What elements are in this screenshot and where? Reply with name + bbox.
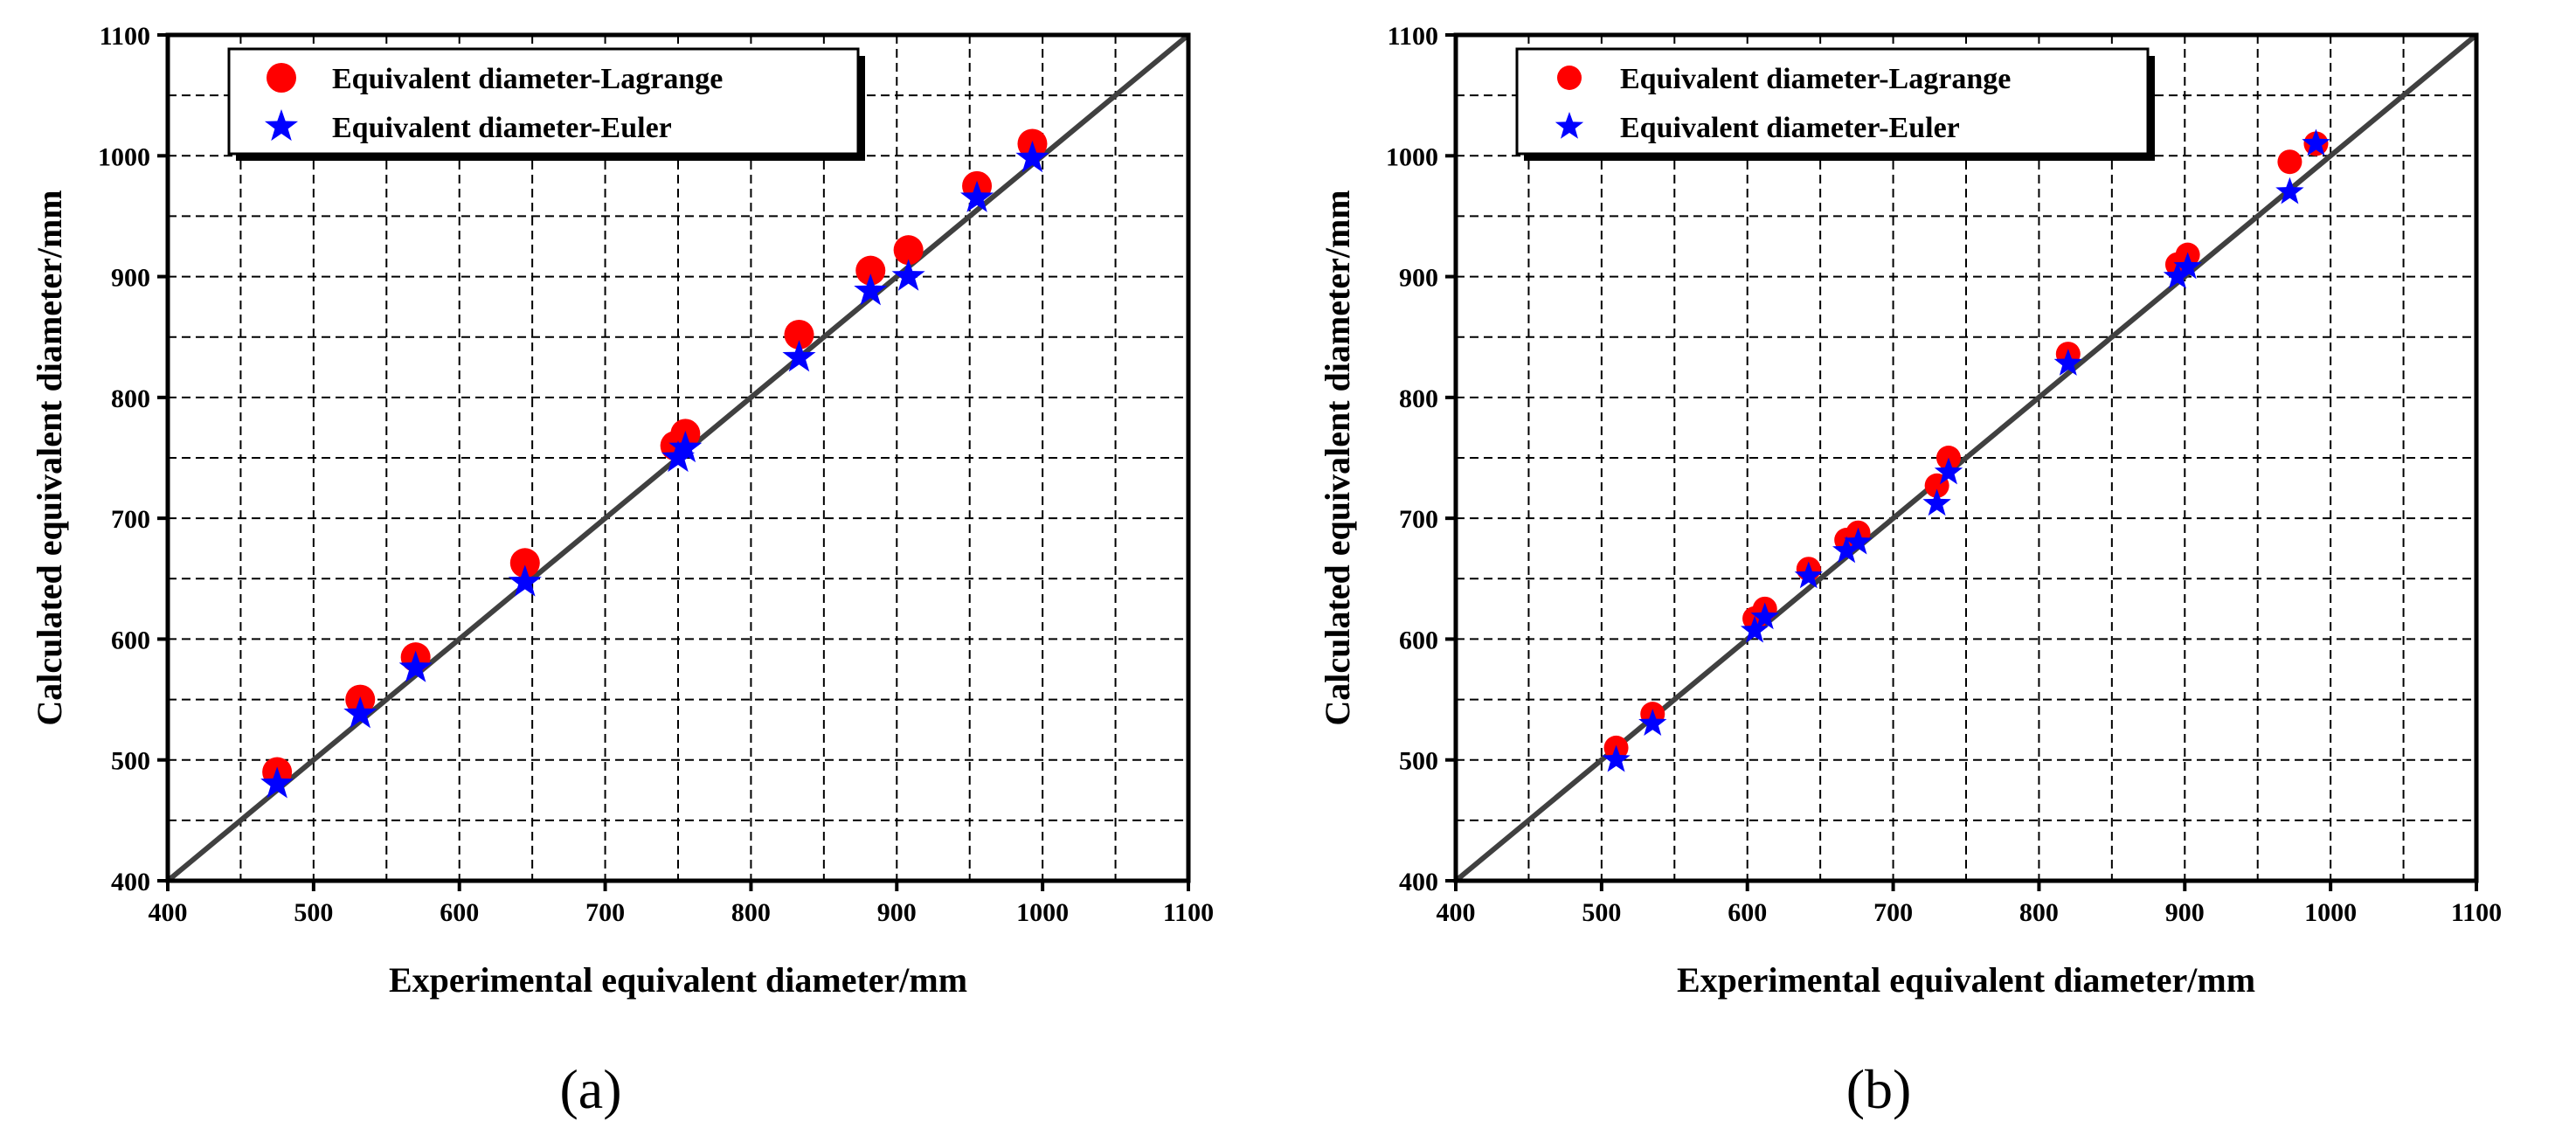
y-tick-label: 1000 xyxy=(98,142,150,171)
data-point-euler xyxy=(891,259,925,291)
legend-marker-star xyxy=(1555,112,1584,139)
grid xyxy=(1456,35,2476,881)
x-tick-label: 700 xyxy=(1873,898,1913,927)
legend-label: Equivalent diameter-Lagrange xyxy=(1620,63,2011,95)
data-point-euler xyxy=(1922,488,1951,516)
series-euler xyxy=(260,141,1049,799)
data-point-euler xyxy=(1794,561,1823,589)
y-axis-title: Calculated equivalent diameter/mm xyxy=(30,190,69,725)
data-point-euler xyxy=(1750,602,1779,630)
series-euler xyxy=(1602,128,2330,772)
data-point-euler xyxy=(508,564,542,597)
data-point-euler xyxy=(1638,709,1667,736)
reference-line xyxy=(1454,32,2478,883)
y-tick-label: 1000 xyxy=(1386,142,1438,171)
legend: Equivalent diameter-Lagrange Equivalent d… xyxy=(1515,47,2155,161)
x-tick-label: 700 xyxy=(585,898,625,927)
x-tick-label: 1100 xyxy=(2451,898,2502,927)
data-point-euler xyxy=(343,696,377,729)
x-tick-label: 600 xyxy=(1728,898,1767,927)
data-point-euler xyxy=(854,273,888,306)
plot-frame xyxy=(165,32,1191,883)
x-tick-label: 600 xyxy=(440,898,479,927)
data-point-euler xyxy=(2275,176,2304,204)
data-point-euler xyxy=(2053,349,2082,376)
y-tick-label: 500 xyxy=(1399,747,1438,776)
legend-marker-star xyxy=(264,109,299,142)
y-tick-label: 600 xyxy=(1399,626,1438,654)
data-point-euler xyxy=(1844,527,1873,555)
x-tick-label: 500 xyxy=(1582,898,1621,927)
data-point-euler xyxy=(1740,615,1769,643)
legend-label: Equivalent diameter-Euler xyxy=(1620,112,1960,144)
data-point-euler xyxy=(260,766,294,799)
panel-caption: (b) xyxy=(1846,1058,1912,1120)
data-point-euler xyxy=(1015,141,1049,173)
x-tick-label: 400 xyxy=(149,898,188,927)
data-point-euler xyxy=(668,430,703,463)
panel-b: 400 500 600 700 800 900 1000 1100 400 500 600 700 80… xyxy=(1288,0,2576,1142)
x-tick-label: 800 xyxy=(2019,898,2059,927)
y-tick-label: 400 xyxy=(1399,868,1438,896)
y-tick-label: 700 xyxy=(111,505,150,534)
x-tick-label: 400 xyxy=(1437,898,1476,927)
y-tick-label: 900 xyxy=(111,264,150,293)
data-point-euler xyxy=(1602,744,1631,772)
legend-marker-circle xyxy=(267,63,296,93)
plot-frame xyxy=(1453,32,2479,883)
y-tick-label: 800 xyxy=(1399,384,1438,413)
data-point-euler xyxy=(398,650,433,682)
data-point-euler xyxy=(2302,128,2330,156)
legend-marker-circle xyxy=(1557,66,1582,90)
x-tick-label: 1000 xyxy=(1016,898,1069,927)
panel-a: 400 500 600 700 800 900 1000 1100 400 500 600 700 80… xyxy=(30,22,1214,1120)
data-point-euler xyxy=(2163,261,2192,289)
data-point-lagrange xyxy=(784,319,814,350)
x-tick-label: 1000 xyxy=(2304,898,2357,927)
data-point-lagrange xyxy=(893,235,924,266)
y-tick-label: 900 xyxy=(1399,264,1438,293)
y-tick-label: 1100 xyxy=(1388,22,1438,51)
y-tick-label: 400 xyxy=(111,868,150,896)
x-axis-title: Experimental equivalent diameter/mm xyxy=(1677,960,2255,1000)
data-point-lagrange xyxy=(509,548,540,578)
x-axis-title: Experimental equivalent diameter/mm xyxy=(389,960,967,1000)
x-tick-label: 500 xyxy=(294,898,333,927)
legend-box xyxy=(227,47,860,156)
chart-svg: 400 500 600 700 800 900 1000 1100 400 500 600 700 80… xyxy=(30,22,1214,1120)
data-point-euler xyxy=(960,180,994,212)
y-tick-label: 800 xyxy=(111,384,150,413)
data-point-euler xyxy=(782,340,816,372)
y-tick-label: 500 xyxy=(111,747,150,776)
legend: Equivalent diameter-Lagrange Equivalent d… xyxy=(227,47,865,161)
data-point-euler xyxy=(2173,252,2202,280)
data-point-lagrange xyxy=(855,255,886,286)
data-point-lagrange xyxy=(2277,149,2302,175)
legend-label: Equivalent diameter-Lagrange xyxy=(332,63,723,95)
chart-svg: 400 500 600 700 800 900 1000 1100 400 500 600 700 80… xyxy=(1318,22,2502,1120)
y-tick-label: 700 xyxy=(1399,505,1438,534)
y-axis-title: Calculated equivalent diameter/mm xyxy=(1318,190,1357,725)
x-tick-label: 800 xyxy=(731,898,771,927)
y-tick-label: 1100 xyxy=(100,22,150,51)
x-tick-label: 900 xyxy=(2165,898,2205,927)
data-point-euler xyxy=(1832,536,1861,564)
legend-label: Equivalent diameter-Euler xyxy=(332,112,672,144)
x-tick-label: 1100 xyxy=(1163,898,1214,927)
legend-box xyxy=(1515,47,2150,156)
panel-caption: (a) xyxy=(559,1058,621,1120)
data-point-euler xyxy=(1934,457,1963,485)
x-tick-label: 900 xyxy=(877,898,917,927)
y-tick-label: 600 xyxy=(111,626,150,654)
